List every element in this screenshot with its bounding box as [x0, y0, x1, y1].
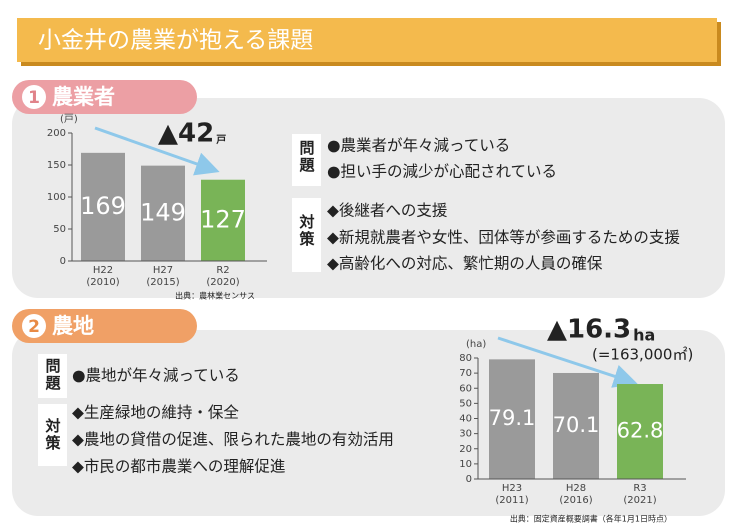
bar: [81, 152, 125, 261]
y-tick-label: 80: [459, 353, 472, 364]
value-label: 79.1: [489, 406, 536, 430]
y-tick-label: 50: [53, 224, 66, 235]
measure-label: 対策: [298, 213, 316, 248]
bar: [141, 165, 185, 261]
x-tick-year: (2016): [559, 495, 592, 506]
header-title: 小金井の農業が抱える課題: [38, 28, 313, 54]
section-box: [12, 98, 725, 298]
y-tick-label: 100: [47, 192, 66, 203]
value-label: 62.8: [617, 419, 664, 443]
trend-arrow: [497, 336, 638, 388]
y-tick-label: 60: [459, 383, 472, 394]
problem-item: ●担い手の減少が心配されている: [327, 163, 557, 181]
section-pill: [12, 309, 197, 343]
section-circle: [22, 85, 46, 109]
section-number: 2: [28, 317, 40, 337]
y-tick-label: 20: [459, 444, 472, 455]
section-number: 1: [28, 88, 40, 108]
unit-label: (ha): [466, 339, 486, 350]
y-tick-label: 150: [47, 160, 66, 171]
x-tick-label: H23: [502, 483, 522, 494]
measure-item: ◆生産緑地の維持・保全: [72, 404, 239, 422]
source: 出典：固定資産概要調書（各年1月1日時点）: [510, 514, 672, 524]
problem-label: 問題: [44, 358, 62, 392]
annotation-unit: ha: [633, 326, 655, 345]
x-tick-label: R2: [216, 265, 229, 276]
y-tick-label: 0: [466, 474, 472, 485]
y-tick-label: 200: [47, 128, 66, 139]
y-tick-label: 0: [60, 256, 66, 267]
value-label: 149: [140, 198, 186, 226]
x-tick-label: R3: [633, 483, 646, 494]
x-tick-year: (2015): [146, 277, 179, 288]
problem-item: ●農地が年々減っている: [72, 367, 240, 385]
measure-item: ◆農地の貸借の促進、限られた農地の有効活用: [72, 431, 394, 449]
annotation-note: (=163,000㎡): [592, 346, 693, 364]
value-label: 70.1: [553, 413, 600, 437]
bar: [617, 384, 663, 479]
section-title: 農業者: [52, 85, 115, 109]
label-box: [38, 404, 67, 466]
annotation: ▲42: [158, 119, 214, 149]
section-pill: [12, 80, 197, 114]
x-tick-year: (2010): [86, 277, 119, 288]
x-tick-year: (2020): [206, 277, 239, 288]
measure-item: ◆新規就農者や女性、団体等が参画するための支援: [327, 228, 680, 247]
measure-item: ◆市民の都市農業への理解促進: [72, 458, 285, 476]
x-tick-label: H28: [566, 483, 586, 494]
y-tick-label: 70: [459, 368, 472, 379]
section-box: [12, 330, 725, 516]
value-label: 127: [200, 205, 246, 233]
y-tick-label: 40: [459, 414, 472, 425]
label-box: [292, 134, 321, 186]
annotation-unit: 戸: [216, 134, 226, 146]
header-bar: [17, 18, 717, 62]
y-tick-label: 50: [459, 398, 472, 409]
bar: [201, 179, 245, 261]
value-label: 169: [80, 192, 126, 220]
measure-label: 対策: [44, 417, 62, 452]
source: 出典：農林業センサス: [175, 291, 255, 301]
y-tick-label: 10: [459, 459, 472, 470]
unit-label: (戸): [60, 113, 78, 125]
trend-arrow: [94, 126, 220, 176]
x-tick-year: (2011): [495, 495, 528, 506]
measure-item: ◆高齢化への対応、繁忙期の人員の確保: [327, 254, 603, 273]
x-tick-label: H27: [153, 265, 173, 276]
y-tick-label: 30: [459, 429, 472, 440]
label-box: [292, 198, 321, 272]
measure-item: ◆後継者への支援: [327, 202, 448, 220]
annotation: ▲16.3: [547, 315, 631, 345]
bar: [489, 359, 535, 479]
section-title: 農地: [52, 314, 94, 338]
problem-label: 問題: [298, 140, 316, 174]
x-tick-label: H22: [93, 265, 113, 276]
x-tick-year: (2021): [623, 495, 656, 506]
bar: [553, 372, 599, 479]
label-box: [38, 354, 67, 398]
section-circle: [22, 314, 46, 338]
problem-item: ●農業者が年々減っている: [327, 137, 510, 155]
